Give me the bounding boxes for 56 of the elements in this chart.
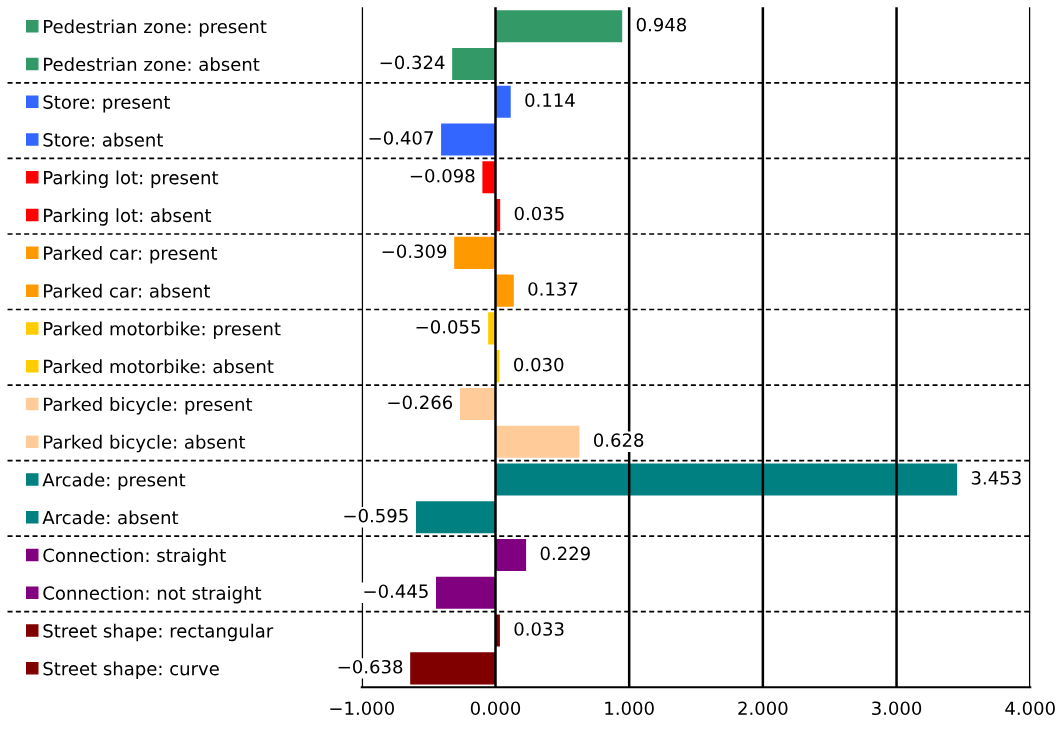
bar	[454, 236, 496, 269]
data-label: −0.324	[380, 55, 445, 70]
data-label: −0.055	[416, 319, 480, 334]
bar	[495, 274, 514, 307]
y-tick-label: Connection: not straight	[43, 585, 262, 604]
x-tick-label: 2.000	[738, 701, 788, 716]
x-tick-label: 1.000	[605, 701, 654, 716]
y-tick-label: Store: absent	[43, 132, 163, 147]
y-tick-label: Arcade: present	[42, 472, 186, 491]
bar	[441, 123, 496, 156]
data-label: −0.595	[344, 508, 408, 523]
y-tick-label: Connection: straight	[43, 548, 226, 566]
x-tick-label: −1.000	[330, 701, 395, 716]
bar	[436, 576, 496, 609]
data-label: −0.098	[410, 168, 475, 183]
data-label: 0.229	[540, 546, 590, 561]
bar	[495, 425, 580, 458]
y-tick-label: Arcade: absent	[42, 510, 179, 525]
bar	[452, 47, 496, 81]
y-tick-label: Parked bicycle: present	[44, 397, 253, 415]
y-tick-label: Parking lot: present	[44, 170, 219, 188]
x-tick-label: 3.000	[872, 701, 922, 716]
data-label: −0.309	[382, 244, 447, 259]
bar	[495, 463, 958, 496]
y-tick-label: Parked motorbike: present	[44, 321, 281, 340]
bar	[482, 161, 496, 194]
bar	[415, 501, 496, 534]
data-label: 0.628	[594, 433, 644, 447]
y-tick-label: Pedestrian zone: absent	[44, 57, 260, 72]
data-label: −0.638	[338, 659, 403, 674]
y-tick-label: Pedestrian zone: present	[44, 19, 267, 37]
bar	[459, 387, 496, 420]
data-label: 0.030	[514, 357, 564, 372]
y-tick-label: Street shape: curve	[43, 661, 219, 679]
y-tick-label: Parked car: present	[44, 246, 218, 264]
y-tick-label: Parking lot: absent	[44, 208, 212, 226]
y-tick-label: Parked bicycle: absent	[44, 434, 246, 453]
data-label: 0.948	[636, 17, 687, 32]
y-tick-label: Street shape: rectangular	[43, 623, 274, 642]
data-label: −0.407	[369, 131, 433, 145]
bar	[410, 652, 496, 685]
data-label: 0.033	[514, 622, 564, 636]
y-tick-label: Parked motorbike: absent	[44, 359, 274, 374]
bar	[495, 10, 623, 43]
x-tick-label: 4.000	[1005, 701, 1055, 716]
y-tick-label: Parked car: absent	[44, 283, 211, 298]
x-tick-label: 0.000	[470, 701, 521, 716]
bar	[495, 538, 527, 572]
data-label: −0.445	[364, 584, 428, 599]
data-label: 3.453	[971, 471, 1021, 485]
data-label: 0.137	[528, 282, 578, 296]
bar	[495, 85, 511, 118]
data-label: 0.035	[514, 206, 564, 221]
data-label: −0.266	[388, 395, 453, 410]
data-label: 0.114	[525, 93, 575, 108]
y-tick-label: Store: present	[43, 95, 171, 113]
